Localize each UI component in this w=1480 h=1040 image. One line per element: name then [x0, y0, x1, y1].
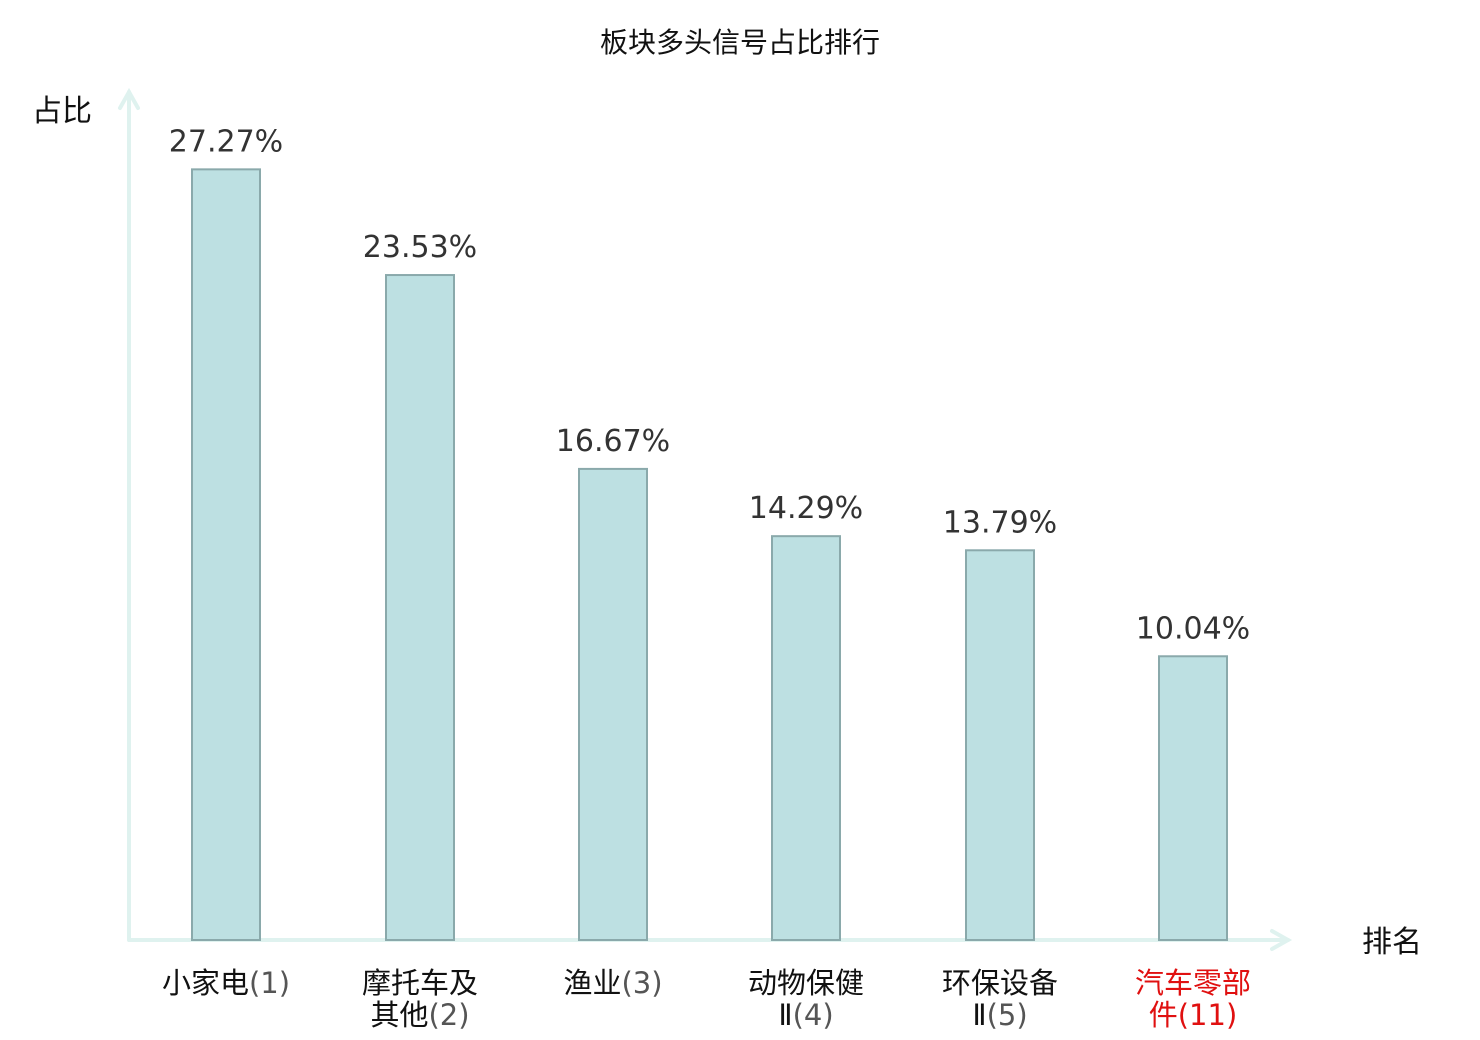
category-rank: (1) [249, 966, 290, 1000]
y-axis [118, 87, 140, 942]
value-label-1: 27.27% [169, 124, 283, 159]
category-label-line: 摩托车及 [362, 966, 478, 1000]
bar-1 [191, 168, 261, 941]
category-label-line: Ⅱ(4) [778, 998, 833, 1032]
category-rank: (5) [987, 998, 1028, 1032]
category-label-line: 小家电(1) [162, 966, 290, 1000]
y-axis-arrow [118, 87, 140, 110]
category-label-6: 汽车零部件(11) [1135, 966, 1251, 1032]
value-label-5: 13.79% [943, 505, 1057, 540]
category-label-1: 小家电(1) [162, 966, 290, 1000]
bar-5 [965, 549, 1035, 942]
value-label-3: 16.67% [556, 424, 670, 459]
category-rank: (2) [428, 998, 469, 1032]
category-label-2: 摩托车及其他(2) [362, 966, 478, 1032]
chart-title: 板块多头信号占比排行 [600, 26, 880, 59]
category-rank: (11) [1178, 998, 1238, 1032]
bars-group [191, 168, 1228, 942]
category-label-line: 汽车零部 [1135, 966, 1251, 1000]
x-axis [127, 929, 1293, 951]
category-labels-group: 小家电(1) 摩托车及其他(2) 渔业(3) 动物保健 Ⅱ(4) 环保设备 Ⅱ(5) 汽车零部… [162, 966, 1251, 1032]
bar-6 [1158, 655, 1228, 941]
category-label-line: 渔业(3) [563, 966, 662, 1000]
category-label-line: 动物保健 [748, 966, 864, 1000]
category-label-5: 环保设备 Ⅱ(5) [942, 966, 1058, 1032]
value-label-4: 14.29% [749, 491, 863, 526]
bar-4 [771, 535, 841, 941]
x-axis-label: 排名 [1362, 925, 1422, 960]
y-axis-label: 占比 [32, 94, 92, 129]
x-axis-arrow [1270, 929, 1293, 951]
category-rank: (4) [793, 998, 834, 1032]
category-label-4: 动物保健 Ⅱ(4) [748, 966, 864, 1032]
value-labels-group: 27.27% 23.53% 16.67% 14.29% 13.79% 10.04% [169, 124, 1250, 646]
category-label-line: Ⅱ(5) [972, 998, 1027, 1032]
value-label-2: 23.53% [363, 230, 477, 265]
bar-3 [578, 467, 648, 941]
category-label-line: 环保设备 [942, 966, 1058, 1000]
category-label-3: 渔业(3) [563, 966, 662, 1000]
category-label-line: 件(11) [1149, 998, 1238, 1032]
category-label-line: 其他(2) [370, 998, 469, 1032]
bar-2 [385, 274, 455, 942]
category-rank: (3) [621, 966, 662, 1000]
value-label-6: 10.04% [1136, 611, 1250, 646]
